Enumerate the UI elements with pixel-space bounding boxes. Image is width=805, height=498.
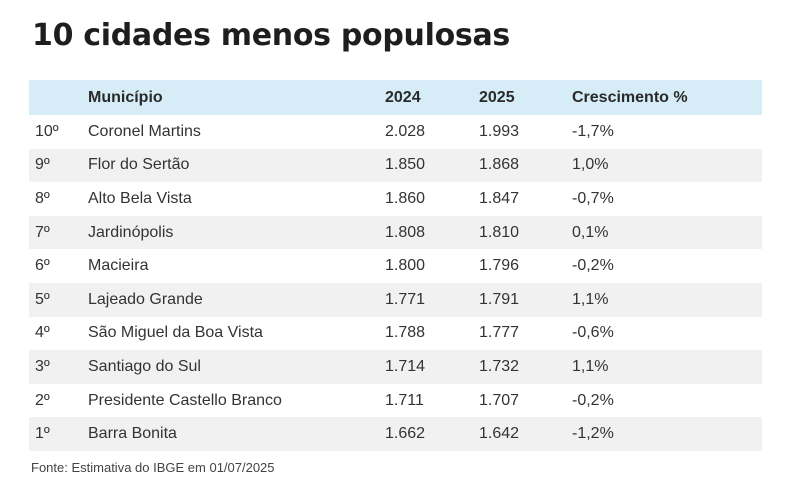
table-row: 7º Jardinópolis 1.808 1.810 0,1% [29,215,762,250]
population-2024-cell: 1.788 [385,324,426,342]
rank-cell: 8º [35,189,50,207]
population-2024-cell: 1.714 [385,357,426,375]
population-2024-cell: 1.860 [385,189,426,207]
growth-cell: -0,6% [572,324,614,342]
city-cell: Flor do Sertão [88,156,190,174]
table-row: 1º Barra Bonita 1.662 1.642 -1,2% [29,417,762,451]
population-2024-cell: 1.662 [385,425,426,443]
population-2024-cell: 2.028 [385,122,426,140]
column-header-rank [29,80,88,115]
population-2024-cell: 1.800 [385,257,426,275]
city-cell: São Miguel da Boa Vista [88,324,263,342]
column-header-municipio: Município [88,88,163,106]
population-2025-cell: 1.732 [479,357,520,375]
growth-cell: -1,7% [572,122,614,140]
rank-cell: 5º [35,290,50,308]
table-row: 3º Santiago do Sul 1.714 1.732 1,1% [29,350,762,384]
population-2025-cell: 1.847 [479,189,520,207]
city-cell: Alto Bela Vista [88,189,192,207]
growth-cell: -0,2% [572,391,614,409]
city-cell: Macieira [88,257,149,275]
page-title: 10 cidades menos populosas [32,18,510,53]
source-note: Fonte: Estimativa do IBGE em 01/07/2025 [31,460,275,475]
table-row: 2º Presidente Castello Branco 1.711 1.70… [29,383,762,418]
city-cell: Presidente Castello Branco [88,391,282,409]
growth-cell: -0,7% [572,189,614,207]
table-row: 9º Flor do Sertão 1.850 1.868 1,0% [29,148,762,183]
rank-cell: 3º [35,357,50,375]
population-2025-cell: 1.642 [479,425,520,443]
column-header-2025: 2025 [479,88,515,106]
population-2024-cell: 1.771 [385,290,426,308]
growth-cell: 1,1% [572,357,609,375]
table-row: 8º Alto Bela Vista 1.860 1.847 -0,7% [29,182,762,216]
rank-cell: 7º [35,223,50,241]
rank-cell: 9º [35,156,50,174]
city-cell: Lajeado Grande [88,290,203,308]
table-header-row: Município 2024 2025 Crescimento % [29,80,762,115]
rank-cell: 1º [35,425,50,443]
population-2025-cell: 1.868 [479,156,520,174]
population-2024-cell: 1.808 [385,223,426,241]
growth-cell: 1,0% [572,156,609,174]
population-2025-cell: 1.993 [479,122,520,140]
rank-cell: 10º [35,122,59,140]
city-cell: Coronel Martins [88,122,201,140]
rank-cell: 6º [35,257,50,275]
population-2024-cell: 1.711 [385,391,424,409]
population-2025-cell: 1.810 [479,223,520,241]
rank-cell: 2º [35,391,50,409]
growth-cell: 0,1% [572,223,609,241]
city-cell: Jardinópolis [88,223,174,241]
population-2025-cell: 1.796 [479,257,520,275]
population-table: Município 2024 2025 Crescimento % 10º Co… [29,80,762,451]
population-2024-cell: 1.850 [385,156,426,174]
table-row: 5º Lajeado Grande 1.771 1.791 1,1% [29,282,762,317]
city-cell: Barra Bonita [88,425,177,443]
column-header-2024: 2024 [385,88,421,106]
table-row: 6º Macieira 1.800 1.796 -0,2% [29,249,762,283]
population-2025-cell: 1.791 [479,290,520,308]
table-row: 10º Coronel Martins 2.028 1.993 -1,7% [29,115,762,149]
population-2025-cell: 1.777 [479,324,520,342]
growth-cell: -0,2% [572,257,614,275]
growth-cell: -1,2% [572,425,614,443]
column-header-crescimento: Crescimento % [572,88,688,106]
table-row: 4º São Miguel da Boa Vista 1.788 1.777 -… [29,316,762,351]
population-2025-cell: 1.707 [479,391,520,409]
rank-cell: 4º [35,324,50,342]
growth-cell: 1,1% [572,290,609,308]
city-cell: Santiago do Sul [88,357,201,375]
